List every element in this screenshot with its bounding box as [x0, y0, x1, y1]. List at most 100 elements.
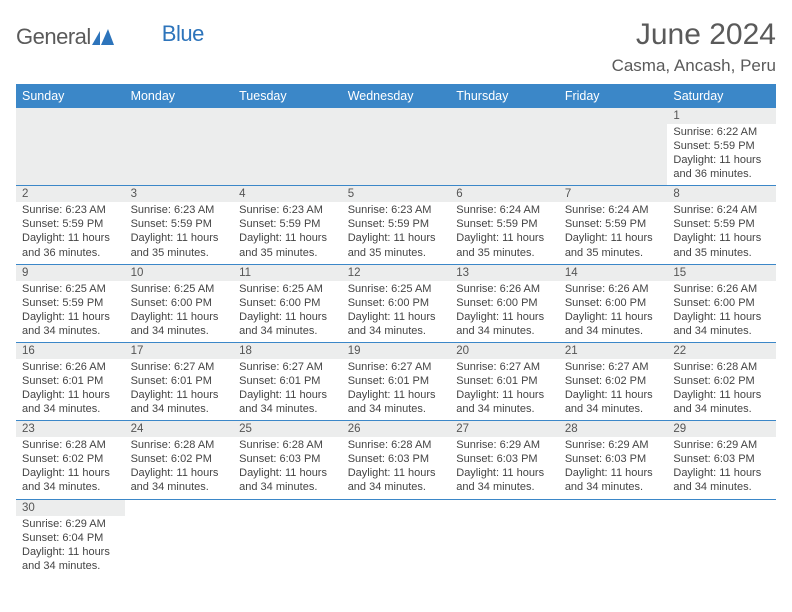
daylight-text-2: and 34 minutes.: [239, 324, 336, 338]
day-number: 16: [16, 343, 125, 359]
sunrise-text: Sunrise: 6:29 AM: [565, 438, 662, 452]
day-content: Sunrise: 6:27 AMSunset: 6:01 PMDaylight:…: [125, 359, 234, 420]
day-content: Sunrise: 6:29 AMSunset: 6:03 PMDaylight:…: [667, 437, 776, 498]
day-content: Sunrise: 6:27 AMSunset: 6:02 PMDaylight:…: [559, 359, 668, 420]
flag-icon: [92, 29, 114, 45]
calendar-empty-cell: [16, 108, 125, 186]
daylight-text-2: and 34 minutes.: [348, 480, 445, 494]
sunset-text: Sunset: 6:00 PM: [239, 296, 336, 310]
day-content: Sunrise: 6:26 AMSunset: 6:01 PMDaylight:…: [16, 359, 125, 420]
day-content: Sunrise: 6:26 AMSunset: 6:00 PMDaylight:…: [450, 281, 559, 342]
sunset-text: Sunset: 6:03 PM: [239, 452, 336, 466]
calendar-day-cell: 21Sunrise: 6:27 AMSunset: 6:02 PMDayligh…: [559, 342, 668, 420]
day-content: Sunrise: 6:25 AMSunset: 6:00 PMDaylight:…: [342, 281, 451, 342]
sunset-text: Sunset: 6:02 PM: [131, 452, 228, 466]
calendar-empty-cell: [559, 108, 668, 186]
daylight-text-2: and 34 minutes.: [456, 480, 553, 494]
sunrise-text: Sunrise: 6:22 AM: [673, 125, 770, 139]
day-number: 15: [667, 265, 776, 281]
daylight-text-2: and 34 minutes.: [348, 324, 445, 338]
month-title: June 2024: [612, 18, 776, 52]
daylight-text-2: and 34 minutes.: [131, 402, 228, 416]
calendar-table: Sunday Monday Tuesday Wednesday Thursday…: [16, 84, 776, 577]
calendar-day-cell: 6Sunrise: 6:24 AMSunset: 5:59 PMDaylight…: [450, 186, 559, 264]
calendar-empty-cell: [342, 499, 451, 577]
daylight-text-2: and 34 minutes.: [22, 480, 119, 494]
calendar-day-cell: 17Sunrise: 6:27 AMSunset: 6:01 PMDayligh…: [125, 342, 234, 420]
sunrise-text: Sunrise: 6:29 AM: [673, 438, 770, 452]
daylight-text-1: Daylight: 11 hours: [456, 310, 553, 324]
daylight-text-1: Daylight: 11 hours: [565, 466, 662, 480]
daylight-text-2: and 35 minutes.: [348, 246, 445, 260]
sunset-text: Sunset: 5:59 PM: [565, 217, 662, 231]
sunrise-text: Sunrise: 6:27 AM: [565, 360, 662, 374]
daylight-text-1: Daylight: 11 hours: [22, 310, 119, 324]
calendar-empty-cell: [450, 108, 559, 186]
calendar-day-cell: 8Sunrise: 6:24 AMSunset: 5:59 PMDaylight…: [667, 186, 776, 264]
day-number: 13: [450, 265, 559, 281]
calendar-empty-cell: [233, 108, 342, 186]
daylight-text-1: Daylight: 11 hours: [565, 310, 662, 324]
daylight-text-1: Daylight: 11 hours: [131, 231, 228, 245]
sunrise-text: Sunrise: 6:28 AM: [131, 438, 228, 452]
sunset-text: Sunset: 5:59 PM: [673, 217, 770, 231]
weekday-header: Thursday: [450, 84, 559, 108]
sunrise-text: Sunrise: 6:24 AM: [673, 203, 770, 217]
sunrise-text: Sunrise: 6:26 AM: [22, 360, 119, 374]
sunrise-text: Sunrise: 6:28 AM: [239, 438, 336, 452]
daylight-text-2: and 35 minutes.: [565, 246, 662, 260]
sunset-text: Sunset: 6:04 PM: [22, 531, 119, 545]
daylight-text-2: and 34 minutes.: [239, 480, 336, 494]
day-number: 30: [16, 500, 125, 516]
calendar-day-cell: 11Sunrise: 6:25 AMSunset: 6:00 PMDayligh…: [233, 264, 342, 342]
day-number: 28: [559, 421, 668, 437]
sunrise-text: Sunrise: 6:27 AM: [239, 360, 336, 374]
sunset-text: Sunset: 6:00 PM: [673, 296, 770, 310]
calendar-day-cell: 25Sunrise: 6:28 AMSunset: 6:03 PMDayligh…: [233, 421, 342, 499]
day-content: Sunrise: 6:28 AMSunset: 6:02 PMDaylight:…: [125, 437, 234, 498]
calendar-day-cell: 9Sunrise: 6:25 AMSunset: 5:59 PMDaylight…: [16, 264, 125, 342]
day-content: Sunrise: 6:24 AMSunset: 5:59 PMDaylight:…: [450, 202, 559, 263]
logo-text-general: General: [16, 24, 91, 50]
daylight-text-2: and 34 minutes.: [22, 324, 119, 338]
day-number: 3: [125, 186, 234, 202]
sunrise-text: Sunrise: 6:23 AM: [348, 203, 445, 217]
weekday-header: Sunday: [16, 84, 125, 108]
daylight-text-2: and 35 minutes.: [673, 246, 770, 260]
calendar-empty-cell: [559, 499, 668, 577]
sunset-text: Sunset: 6:03 PM: [456, 452, 553, 466]
daylight-text-2: and 35 minutes.: [239, 246, 336, 260]
sunrise-text: Sunrise: 6:23 AM: [239, 203, 336, 217]
day-number: 25: [233, 421, 342, 437]
day-number: 21: [559, 343, 668, 359]
sunset-text: Sunset: 6:01 PM: [456, 374, 553, 388]
daylight-text-1: Daylight: 11 hours: [456, 466, 553, 480]
daylight-text-2: and 34 minutes.: [22, 402, 119, 416]
day-number: 5: [342, 186, 451, 202]
logo: General Blue: [16, 24, 204, 50]
sunrise-text: Sunrise: 6:27 AM: [131, 360, 228, 374]
calendar-empty-cell: [125, 499, 234, 577]
calendar-day-cell: 3Sunrise: 6:23 AMSunset: 5:59 PMDaylight…: [125, 186, 234, 264]
day-content: Sunrise: 6:28 AMSunset: 6:02 PMDaylight:…: [16, 437, 125, 498]
sunset-text: Sunset: 6:00 PM: [456, 296, 553, 310]
sunset-text: Sunset: 5:59 PM: [673, 139, 770, 153]
sunset-text: Sunset: 6:02 PM: [22, 452, 119, 466]
sunset-text: Sunset: 5:59 PM: [22, 296, 119, 310]
logo-text-blue: Blue: [162, 21, 204, 47]
daylight-text-2: and 34 minutes.: [673, 324, 770, 338]
sunset-text: Sunset: 6:00 PM: [131, 296, 228, 310]
day-number: 8: [667, 186, 776, 202]
daylight-text-1: Daylight: 11 hours: [348, 388, 445, 402]
calendar-day-cell: 5Sunrise: 6:23 AMSunset: 5:59 PMDaylight…: [342, 186, 451, 264]
daylight-text-1: Daylight: 11 hours: [456, 231, 553, 245]
daylight-text-1: Daylight: 11 hours: [456, 388, 553, 402]
calendar-empty-cell: [450, 499, 559, 577]
sunrise-text: Sunrise: 6:27 AM: [456, 360, 553, 374]
day-content: Sunrise: 6:26 AMSunset: 6:00 PMDaylight:…: [559, 281, 668, 342]
day-number: 9: [16, 265, 125, 281]
daylight-text-1: Daylight: 11 hours: [348, 466, 445, 480]
calendar-empty-cell: [125, 108, 234, 186]
sunset-text: Sunset: 5:59 PM: [131, 217, 228, 231]
calendar-day-cell: 14Sunrise: 6:26 AMSunset: 6:00 PMDayligh…: [559, 264, 668, 342]
